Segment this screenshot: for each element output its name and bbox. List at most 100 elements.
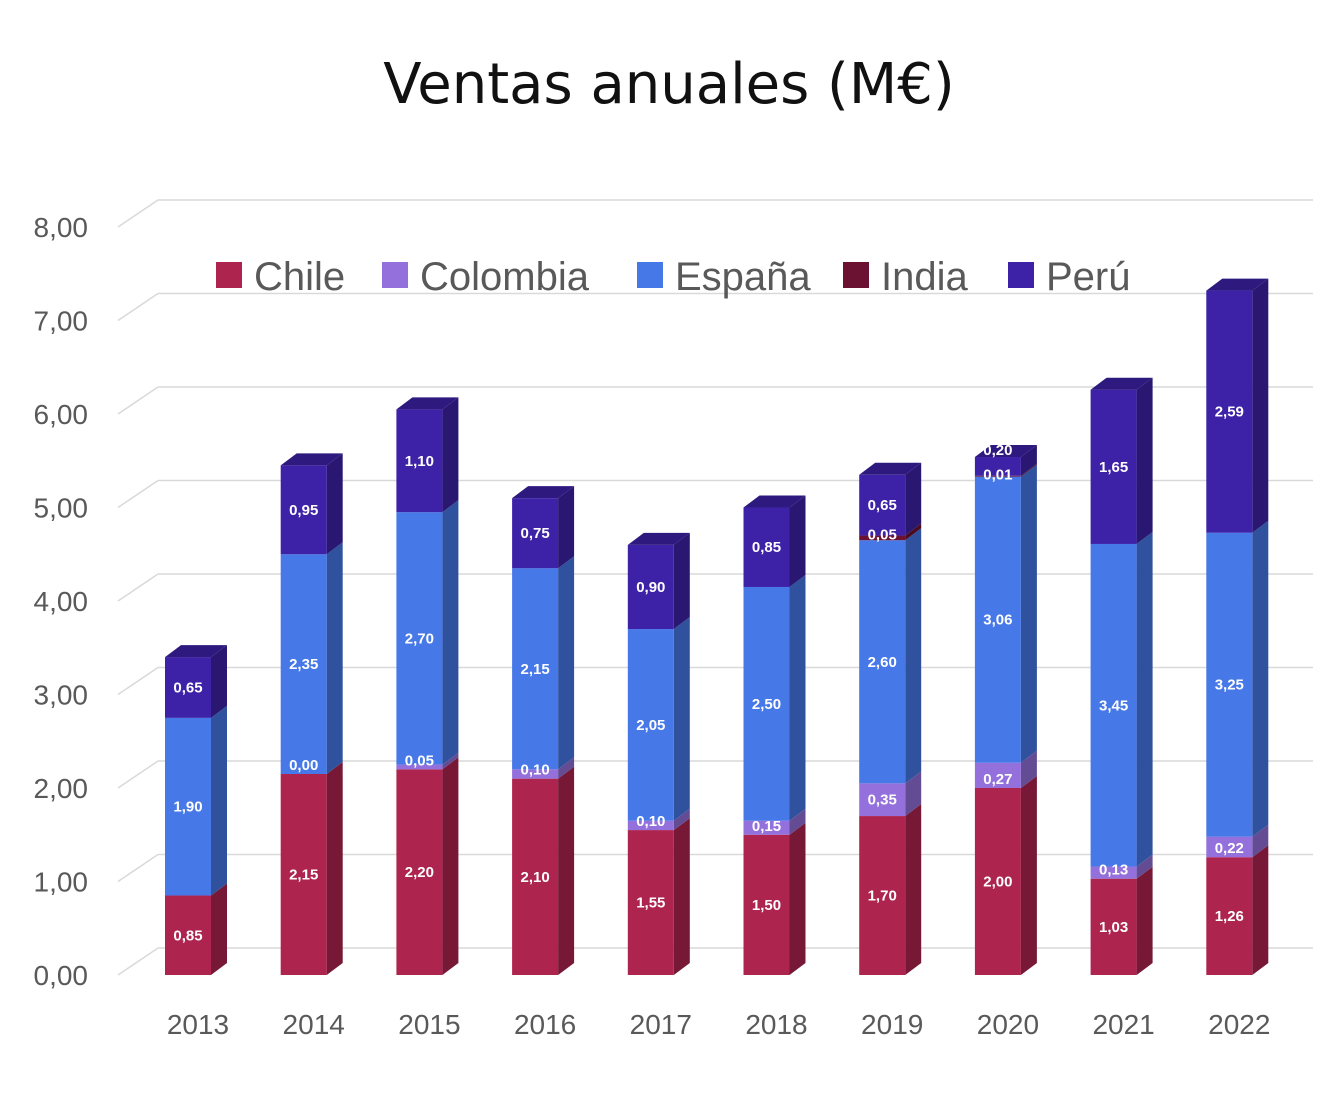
legend-layer: Chile Colombia España India Perú bbox=[216, 255, 1131, 299]
bar-column-2014 bbox=[280, 453, 343, 975]
labels-layer: 0,85 1,90 0,65 2,15 0,00 2,35 0,95 2,20 0,05 2,70… bbox=[173, 404, 1244, 945]
x-tick-label: 2018 bbox=[745, 1009, 807, 1040]
bar-segment-españa bbox=[974, 464, 1037, 763]
data-label: 0,22 bbox=[1215, 840, 1244, 857]
bar-segment-india bbox=[974, 463, 1037, 477]
gridline bbox=[117, 292, 1313, 322]
bar-segment-chile bbox=[396, 757, 459, 975]
data-label: 2,05 bbox=[636, 717, 665, 734]
legend-item-perú: Perú bbox=[1008, 255, 1131, 299]
data-label: 0,15 bbox=[752, 818, 781, 835]
bar-segment-chile bbox=[280, 761, 343, 975]
bar-segment-españa bbox=[1090, 531, 1153, 867]
bar-segment-españa bbox=[859, 528, 922, 784]
bar-segment-españa bbox=[1206, 520, 1269, 837]
data-label: 0,10 bbox=[636, 813, 665, 830]
y-tick-label: 1,00 bbox=[34, 867, 89, 898]
data-label: 2,10 bbox=[520, 869, 549, 886]
axis-layer: 0,00 1,00 2,00 3,00 4,00 5,00 6,00 7,00 8,00 2013… bbox=[34, 212, 1271, 1040]
data-label: 1,26 bbox=[1215, 908, 1244, 925]
bar-column-2019 bbox=[859, 462, 922, 975]
legend-label: Perú bbox=[1046, 255, 1131, 299]
legend-swatch bbox=[637, 262, 663, 288]
data-label: 0,90 bbox=[636, 579, 665, 596]
x-tick-label: 2017 bbox=[630, 1009, 692, 1040]
data-label: 0,00 bbox=[289, 757, 318, 774]
data-label: 0,65 bbox=[173, 679, 202, 696]
chart-title: Ventas anuales (M€) bbox=[383, 52, 955, 117]
data-label: 0,35 bbox=[868, 792, 897, 809]
x-tick-label: 2020 bbox=[977, 1009, 1039, 1040]
bar-segment-colombia bbox=[743, 808, 806, 835]
legend-item-españa: España bbox=[637, 255, 811, 299]
bar-segment-perú bbox=[859, 462, 922, 536]
bar-segment-españa bbox=[512, 556, 575, 770]
data-label: 1,50 bbox=[752, 897, 781, 914]
data-label: 2,70 bbox=[405, 630, 434, 647]
x-tick-label: 2022 bbox=[1208, 1009, 1270, 1040]
data-label: 0,75 bbox=[520, 525, 549, 542]
data-label: 3,45 bbox=[1099, 697, 1128, 714]
legend-swatch bbox=[382, 262, 408, 288]
legend-label: España bbox=[675, 255, 811, 299]
data-label: 2,15 bbox=[520, 661, 549, 678]
data-label: 0,85 bbox=[752, 539, 781, 556]
y-tick-label: 7,00 bbox=[34, 306, 89, 337]
legend-label: Chile bbox=[254, 255, 345, 299]
legend-item-chile: Chile bbox=[216, 255, 345, 299]
data-label: 2,60 bbox=[868, 654, 897, 671]
data-label: 1,03 bbox=[1099, 919, 1128, 936]
bar-segment-perú bbox=[396, 397, 459, 513]
legend-label: Colombia bbox=[420, 255, 590, 299]
bar-segment-chile bbox=[974, 776, 1037, 975]
legend-label: India bbox=[881, 255, 968, 299]
bar-segment-colombia bbox=[859, 771, 922, 817]
gridline bbox=[117, 199, 1313, 228]
bar-segment-perú bbox=[512, 486, 575, 569]
data-label: 2,00 bbox=[983, 874, 1012, 891]
bar-column-2013 bbox=[165, 645, 227, 975]
bar-segment-colombia bbox=[396, 752, 459, 770]
data-label: 0,65 bbox=[868, 497, 897, 514]
y-tick-label: 4,00 bbox=[34, 586, 89, 617]
bar-segment-españa bbox=[165, 705, 227, 896]
data-label: 2,59 bbox=[1215, 404, 1244, 421]
legend-swatch bbox=[1008, 262, 1034, 288]
data-label: 0,20 bbox=[983, 442, 1012, 459]
data-label: 2,20 bbox=[405, 864, 434, 881]
y-tick-label: 2,00 bbox=[34, 773, 89, 804]
bar-segment-perú bbox=[280, 453, 343, 555]
x-tick-label: 2021 bbox=[1092, 1009, 1154, 1040]
y-tick-label: 6,00 bbox=[34, 399, 89, 430]
y-tick-label: 8,00 bbox=[34, 212, 89, 243]
bar-segment-españa bbox=[627, 617, 690, 821]
data-label: 1,10 bbox=[405, 453, 434, 470]
bar-column-2020 bbox=[974, 445, 1037, 975]
bar-segment-perú bbox=[743, 495, 806, 587]
legend-swatch bbox=[843, 262, 869, 288]
data-label: 0,05 bbox=[868, 527, 897, 544]
bar-column-2015 bbox=[396, 397, 459, 975]
bar-segment-colombia bbox=[1090, 854, 1153, 879]
bar-segment-españa bbox=[396, 500, 459, 765]
bars-layer bbox=[165, 278, 1269, 975]
data-label: 0,01 bbox=[983, 467, 1012, 484]
bar-segment-chile bbox=[743, 822, 806, 975]
bar-segment-perú bbox=[974, 445, 1037, 476]
x-tick-label: 2013 bbox=[167, 1009, 229, 1040]
bar-segment-chile bbox=[512, 766, 575, 975]
bar-segment-perú bbox=[1090, 377, 1153, 544]
data-label: 0,27 bbox=[983, 771, 1012, 788]
data-label: 1,65 bbox=[1099, 459, 1128, 476]
bar-segment-españa bbox=[280, 542, 343, 774]
bar-column-2018 bbox=[743, 495, 806, 975]
bar-segment-india bbox=[859, 523, 922, 541]
data-label: 3,06 bbox=[983, 612, 1012, 629]
data-label: 0,10 bbox=[520, 762, 549, 779]
bar-segment-colombia bbox=[974, 750, 1037, 788]
x-tick-label: 2016 bbox=[514, 1009, 576, 1040]
data-label: 0,05 bbox=[405, 752, 434, 769]
bar-segment-colombia bbox=[627, 808, 690, 831]
bar-segment-chile bbox=[1090, 866, 1153, 975]
